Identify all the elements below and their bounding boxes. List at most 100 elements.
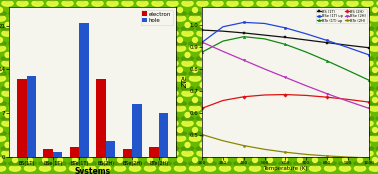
Ellipse shape bbox=[17, 91, 28, 96]
Ellipse shape bbox=[174, 161, 186, 166]
Bar bbox=[43, 149, 53, 157]
Polygon shape bbox=[68, 10, 82, 24]
Ellipse shape bbox=[166, 116, 179, 121]
Polygon shape bbox=[330, 55, 344, 69]
Ellipse shape bbox=[241, 26, 254, 31]
Polygon shape bbox=[293, 130, 307, 144]
Ellipse shape bbox=[347, 91, 358, 96]
Polygon shape bbox=[181, 85, 195, 99]
Polygon shape bbox=[143, 130, 157, 144]
Ellipse shape bbox=[25, 106, 36, 111]
Polygon shape bbox=[188, 40, 202, 54]
BTe (2H) bbox=[325, 155, 329, 157]
Circle shape bbox=[110, 53, 115, 57]
Polygon shape bbox=[15, 25, 29, 39]
BSe (2H) bbox=[221, 50, 225, 52]
Ellipse shape bbox=[249, 101, 261, 106]
Circle shape bbox=[223, 38, 228, 42]
Ellipse shape bbox=[376, 86, 378, 91]
Polygon shape bbox=[8, 40, 22, 54]
Ellipse shape bbox=[324, 136, 336, 141]
Ellipse shape bbox=[316, 0, 329, 1]
Ellipse shape bbox=[62, 91, 73, 96]
Polygon shape bbox=[173, 160, 187, 174]
Ellipse shape bbox=[46, 116, 59, 121]
Ellipse shape bbox=[317, 1, 328, 6]
Ellipse shape bbox=[249, 16, 260, 21]
Ellipse shape bbox=[287, 151, 298, 156]
Circle shape bbox=[350, 53, 355, 57]
Ellipse shape bbox=[24, 71, 36, 76]
Polygon shape bbox=[368, 100, 378, 114]
Ellipse shape bbox=[219, 161, 231, 166]
Ellipse shape bbox=[317, 61, 328, 66]
Circle shape bbox=[35, 23, 40, 27]
Ellipse shape bbox=[61, 26, 74, 31]
Ellipse shape bbox=[310, 136, 321, 141]
Ellipse shape bbox=[24, 131, 36, 136]
Ellipse shape bbox=[115, 16, 125, 21]
Ellipse shape bbox=[77, 31, 88, 36]
Polygon shape bbox=[285, 145, 299, 159]
Circle shape bbox=[12, 98, 17, 102]
Ellipse shape bbox=[301, 26, 314, 31]
Ellipse shape bbox=[32, 91, 43, 96]
Polygon shape bbox=[38, 160, 52, 174]
Ellipse shape bbox=[182, 151, 193, 156]
Legend: BS (1T), BSe (1T) up, BTe (1T) up, BS (2H), BSe (2H), BTe (2H): BS (1T), BSe (1T) up, BTe (1T) up, BS (2… bbox=[316, 9, 367, 23]
Polygon shape bbox=[188, 10, 202, 24]
Ellipse shape bbox=[256, 26, 269, 31]
Circle shape bbox=[275, 23, 280, 27]
Circle shape bbox=[88, 7, 93, 13]
Polygon shape bbox=[361, 115, 375, 129]
Circle shape bbox=[95, 53, 100, 57]
BS (1T) bbox=[200, 29, 204, 31]
Circle shape bbox=[268, 7, 273, 13]
Ellipse shape bbox=[1, 116, 14, 121]
Circle shape bbox=[80, 143, 85, 147]
Circle shape bbox=[230, 113, 235, 117]
Ellipse shape bbox=[324, 16, 336, 21]
Circle shape bbox=[163, 68, 167, 72]
Polygon shape bbox=[98, 40, 112, 54]
Ellipse shape bbox=[144, 41, 156, 46]
Polygon shape bbox=[218, 10, 232, 24]
Ellipse shape bbox=[54, 16, 66, 21]
Circle shape bbox=[65, 53, 70, 57]
Ellipse shape bbox=[160, 106, 170, 111]
Circle shape bbox=[313, 157, 318, 163]
Ellipse shape bbox=[287, 91, 298, 96]
Polygon shape bbox=[271, 115, 285, 129]
Ellipse shape bbox=[2, 1, 13, 6]
Ellipse shape bbox=[92, 61, 103, 66]
Ellipse shape bbox=[241, 0, 254, 1]
Polygon shape bbox=[375, 55, 378, 69]
Polygon shape bbox=[98, 10, 112, 24]
BTe (2H) bbox=[200, 134, 204, 136]
Ellipse shape bbox=[271, 0, 284, 1]
Ellipse shape bbox=[2, 151, 13, 156]
Ellipse shape bbox=[0, 106, 6, 111]
Ellipse shape bbox=[204, 11, 216, 16]
Ellipse shape bbox=[204, 16, 215, 21]
Circle shape bbox=[192, 98, 197, 102]
Polygon shape bbox=[188, 160, 202, 174]
Ellipse shape bbox=[39, 76, 51, 81]
Ellipse shape bbox=[346, 116, 359, 121]
Ellipse shape bbox=[151, 86, 164, 91]
Polygon shape bbox=[38, 100, 52, 114]
Polygon shape bbox=[203, 130, 217, 144]
Ellipse shape bbox=[70, 166, 81, 171]
Ellipse shape bbox=[257, 91, 268, 96]
Ellipse shape bbox=[32, 121, 43, 126]
Circle shape bbox=[102, 128, 107, 132]
Circle shape bbox=[125, 143, 130, 147]
Polygon shape bbox=[361, 0, 375, 9]
Ellipse shape bbox=[54, 166, 66, 171]
Ellipse shape bbox=[286, 26, 299, 31]
Circle shape bbox=[230, 143, 235, 147]
Ellipse shape bbox=[47, 151, 58, 156]
Circle shape bbox=[178, 98, 183, 102]
Ellipse shape bbox=[54, 101, 66, 106]
Ellipse shape bbox=[362, 121, 373, 126]
